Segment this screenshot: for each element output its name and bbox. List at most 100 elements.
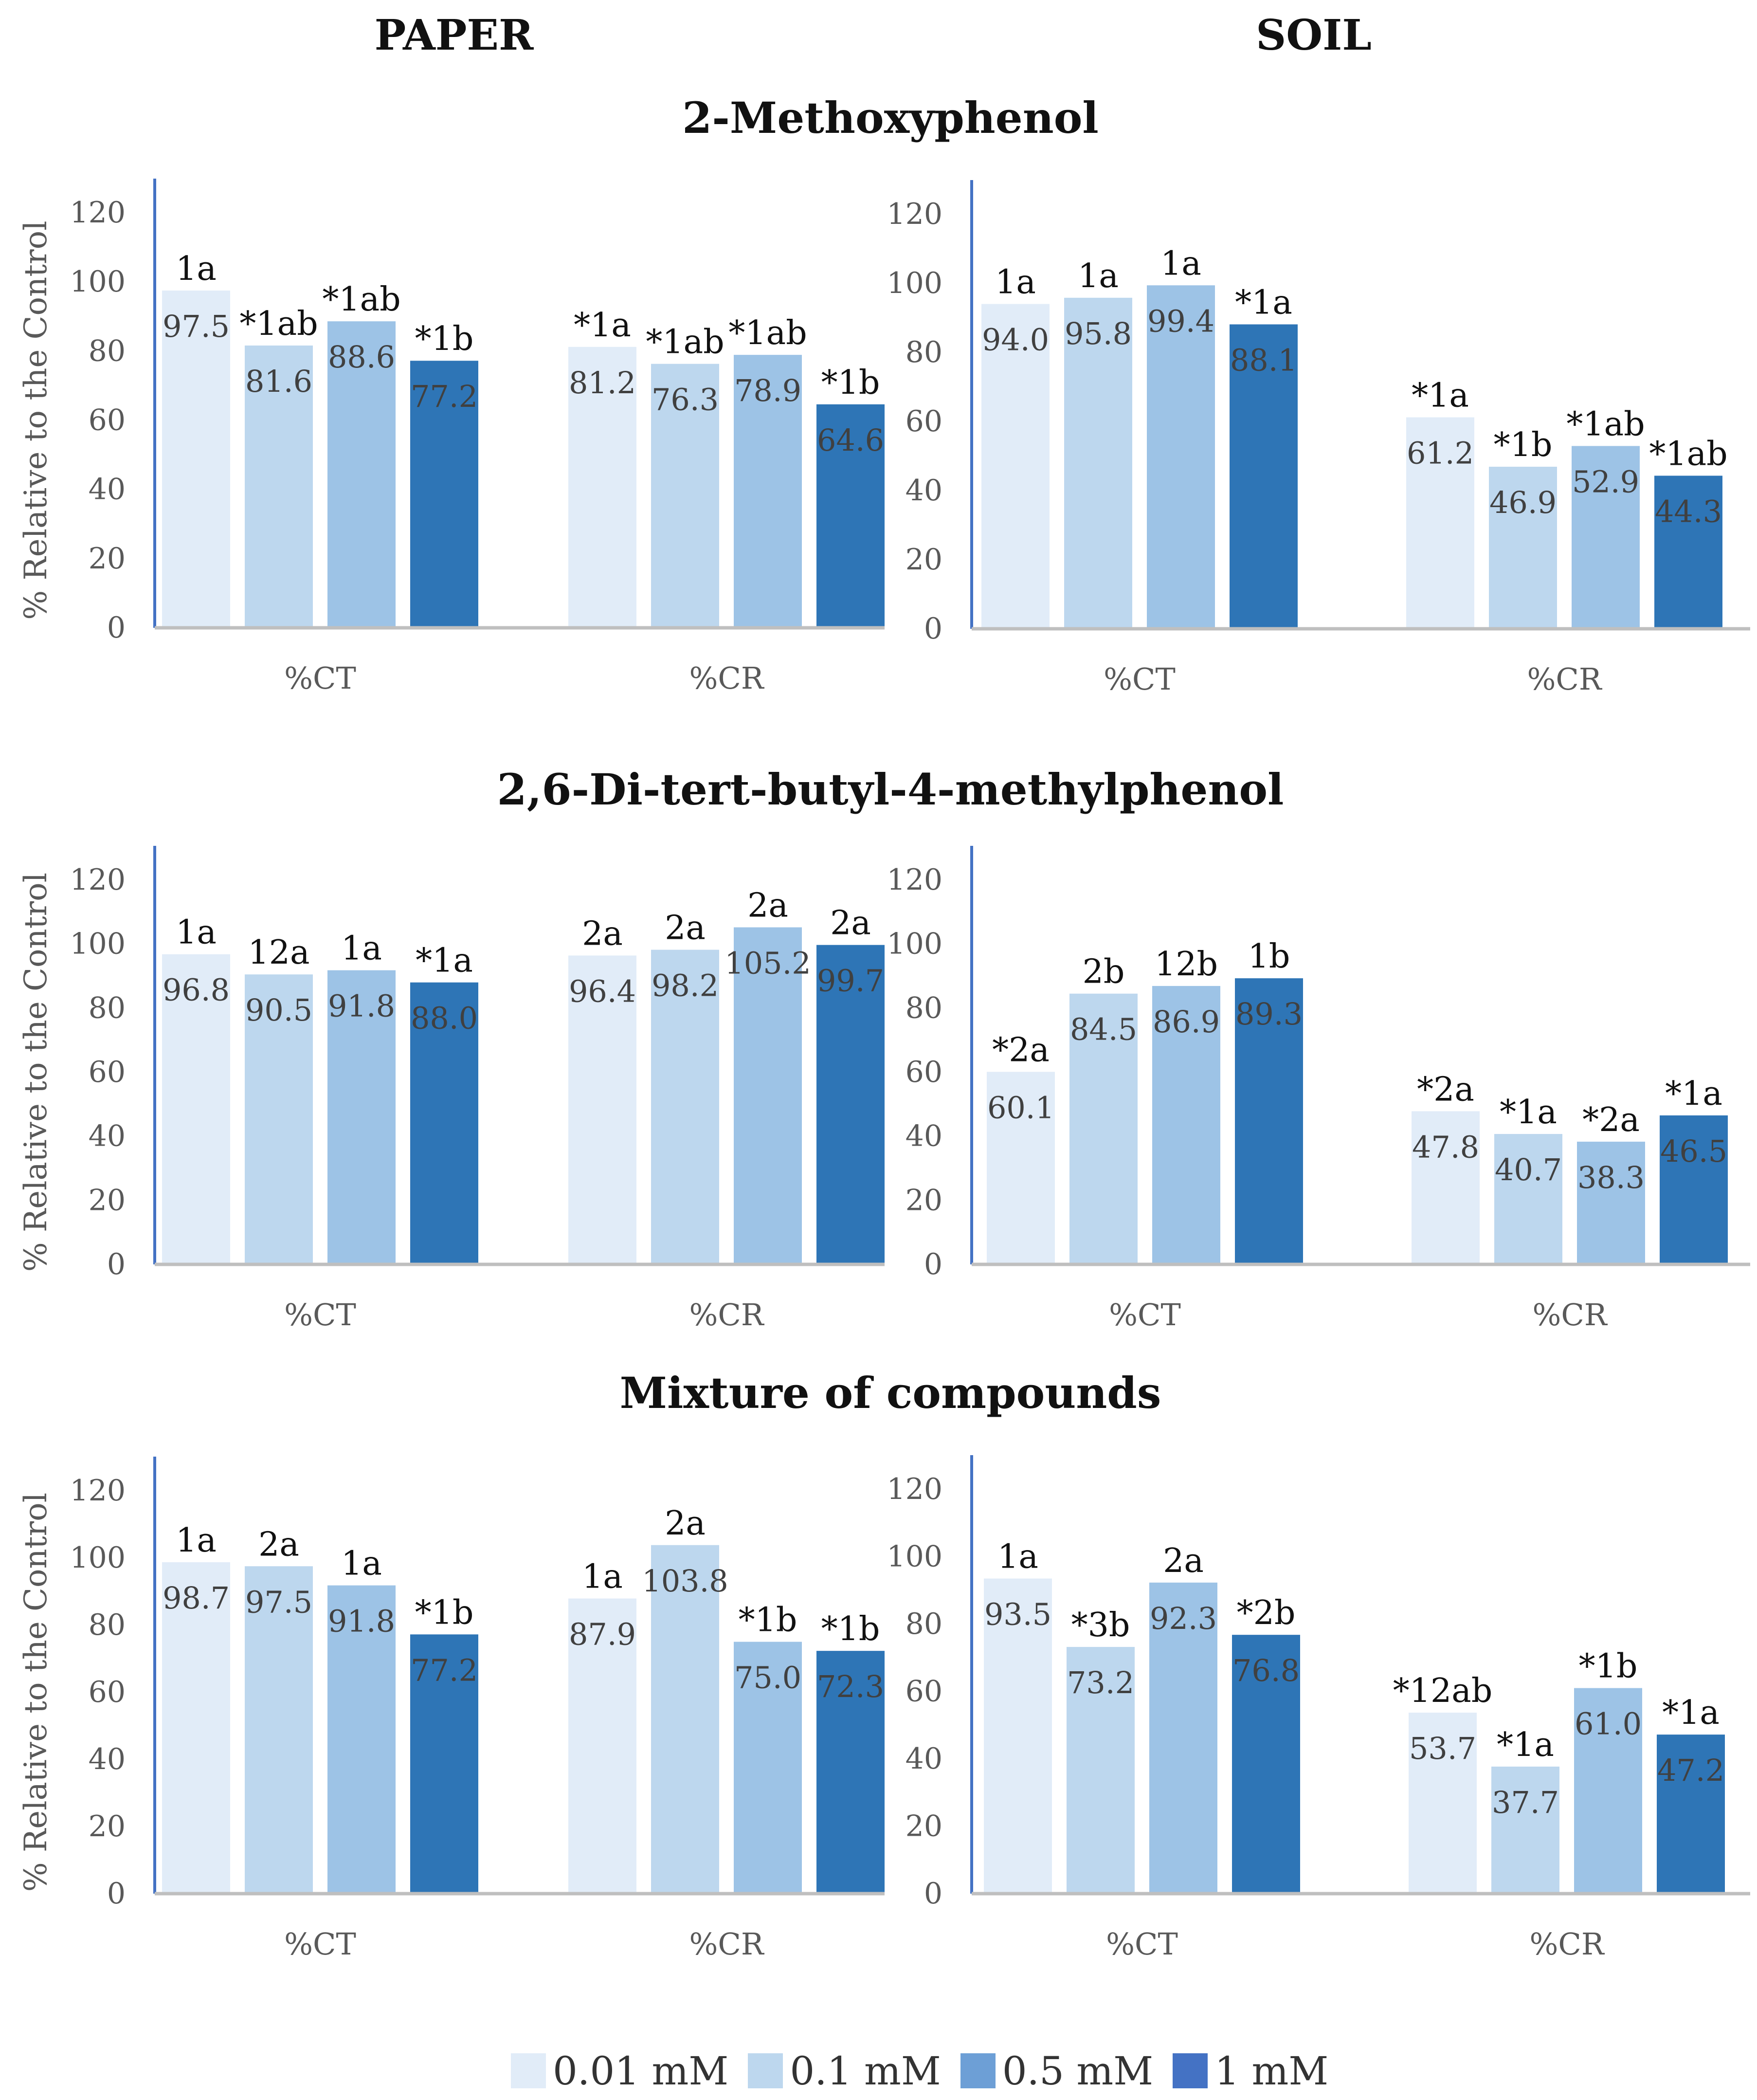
bar-value-label: 87.9 xyxy=(569,1616,636,1652)
y-tick-label: 60 xyxy=(89,1055,126,1089)
significance-label: *1a xyxy=(1497,1726,1554,1764)
y-tick-label: 20 xyxy=(89,1809,126,1844)
column-title-soil: SOIL xyxy=(1256,11,1372,60)
bar-value-label: 73.2 xyxy=(1067,1665,1134,1700)
bar-value-label: 88.6 xyxy=(328,339,395,375)
legend-swatch xyxy=(1173,2053,1208,2088)
legend-label: 1 mM xyxy=(1214,2048,1329,2094)
significance-label: 2a xyxy=(1163,1542,1204,1580)
bar xyxy=(245,345,313,628)
y-tick-label: 0 xyxy=(107,1877,126,1911)
bar-value-label: 52.9 xyxy=(1572,464,1639,499)
bar-value-label: 47.8 xyxy=(1412,1129,1479,1165)
x-tick-label: %CT xyxy=(284,660,356,696)
bar-value-label: 97.5 xyxy=(245,1584,312,1620)
bar xyxy=(162,290,230,628)
y-tick-label: 120 xyxy=(887,1472,942,1506)
significance-label: *1b xyxy=(415,320,474,358)
bar-value-label: 90.5 xyxy=(245,992,312,1028)
section-title-methoxyphenol: 2-Methoxyphenol xyxy=(682,92,1099,143)
significance-label: 1a xyxy=(1160,244,1201,283)
column-title-paper: PAPER xyxy=(374,11,534,60)
significance-label: *1ab xyxy=(1649,435,1727,473)
significance-label: 1a xyxy=(176,250,217,288)
bar xyxy=(327,1585,396,1894)
bar-value-label: 76.3 xyxy=(652,382,719,418)
x-tick-label: %CR xyxy=(689,1926,764,1962)
y-tick-label: 60 xyxy=(906,1055,942,1089)
bar-value-label: 96.4 xyxy=(569,973,636,1009)
bar xyxy=(245,974,313,1264)
significance-label: *1b xyxy=(821,1610,880,1648)
bar xyxy=(1572,446,1640,629)
bar-value-label: 98.2 xyxy=(652,968,719,1004)
significance-label: 2a xyxy=(747,886,788,925)
bar-value-label: 77.2 xyxy=(411,379,478,414)
bar-value-label: 105.2 xyxy=(725,945,811,981)
bar-value-label: 98.7 xyxy=(163,1580,230,1616)
y-tick-label: 120 xyxy=(70,1474,126,1508)
bar xyxy=(327,321,396,628)
x-tick-label: %CT xyxy=(284,1926,356,1962)
bar xyxy=(981,304,1050,629)
x-tick-label: %CT xyxy=(1106,1926,1178,1962)
significance-label: *1a xyxy=(574,306,631,345)
bar xyxy=(1494,1134,1562,1264)
bar-value-label: 46.9 xyxy=(1489,485,1557,520)
bar xyxy=(1412,1111,1480,1264)
bar xyxy=(816,945,885,1264)
y-tick-label: 80 xyxy=(89,334,126,368)
y-tick-label: 20 xyxy=(89,1183,126,1217)
legend-label: 0.5 mM xyxy=(1002,2048,1154,2094)
bar xyxy=(1064,297,1132,629)
legend-label: 0.1 mM xyxy=(790,2048,941,2094)
y-tick-label: 0 xyxy=(924,1877,942,1911)
y-tick-label: 100 xyxy=(887,927,942,961)
significance-label: 2a xyxy=(258,1525,299,1564)
bar xyxy=(1577,1141,1645,1264)
x-tick-label: %CR xyxy=(689,660,764,696)
significance-label: *1ab xyxy=(728,314,807,352)
y-tick-label: 60 xyxy=(89,1675,126,1709)
bar xyxy=(734,927,802,1264)
y-tick-label: 120 xyxy=(70,863,126,897)
bar-value-label: 78.9 xyxy=(734,373,801,408)
bar xyxy=(1657,1735,1725,1894)
bar-value-label: 81.2 xyxy=(569,365,636,401)
y-tick-label: 40 xyxy=(89,473,126,507)
legend: 0.01 mM 0.1 mM 0.5 mM 1 mM xyxy=(511,2044,1328,2098)
legend-item-05mm: 0.5 mM xyxy=(960,2048,1153,2094)
y-tick-label: 20 xyxy=(906,1809,942,1844)
bar-value-label: 44.3 xyxy=(1655,493,1722,529)
y-tick-label: 100 xyxy=(70,265,126,299)
significance-label: *1a xyxy=(416,942,473,980)
y-tick-label: 100 xyxy=(70,1541,126,1575)
bar xyxy=(410,361,478,628)
y-tick-label: 120 xyxy=(887,863,942,897)
bar xyxy=(984,1578,1052,1894)
bar-value-label: 88.0 xyxy=(411,1001,478,1036)
x-tick-label: %CT xyxy=(1104,661,1176,697)
legend-item-001mm: 0.01 mM xyxy=(511,2048,728,2094)
significance-label: *3b xyxy=(1071,1606,1130,1644)
significance-label: *12ab xyxy=(1393,1672,1493,1710)
significance-label: 1a xyxy=(176,913,217,952)
bar xyxy=(1489,467,1557,629)
significance-label: 2a xyxy=(582,914,623,953)
x-tick-label: %CR xyxy=(1527,661,1602,697)
y-tick-label: 0 xyxy=(924,612,942,646)
y-tick-label: 60 xyxy=(89,403,126,438)
significance-label: *2a xyxy=(1417,1070,1474,1109)
y-axis-label: % Relative to the Control xyxy=(18,873,54,1272)
bar xyxy=(651,1545,719,1894)
x-tick-label: %CR xyxy=(1529,1926,1605,1962)
bar-value-label: 97.5 xyxy=(163,309,230,344)
bar xyxy=(816,1651,885,1894)
x-tick-label: %CT xyxy=(284,1297,356,1333)
bar xyxy=(1654,475,1722,629)
y-tick-label: 120 xyxy=(70,196,126,230)
significance-label: 2b xyxy=(1083,953,1125,991)
bar-value-label: 94.0 xyxy=(982,322,1049,358)
bar-value-label: 88.1 xyxy=(1230,342,1297,378)
